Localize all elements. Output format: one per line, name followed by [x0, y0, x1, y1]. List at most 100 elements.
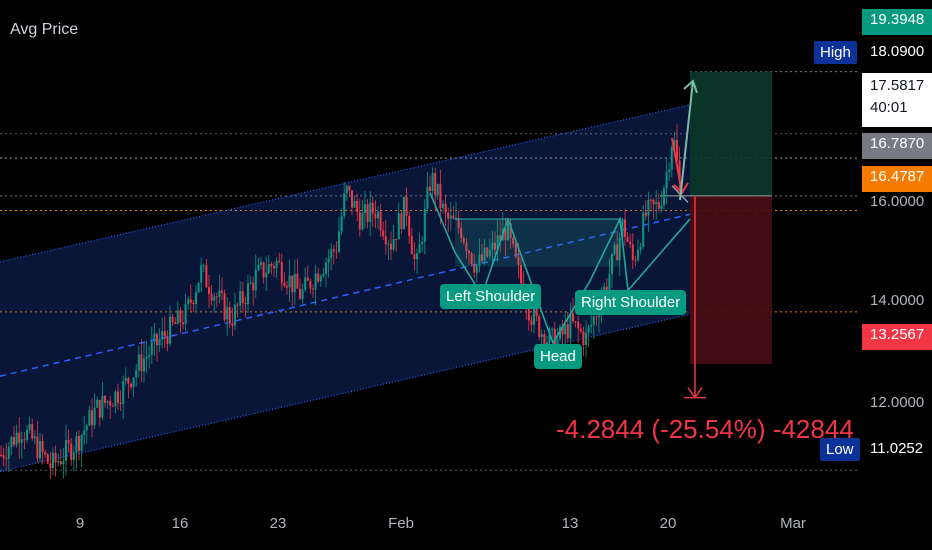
candle-body	[374, 213, 377, 219]
candle-body	[187, 299, 190, 304]
candle-body	[535, 308, 538, 317]
candle-body	[44, 451, 47, 455]
candle-body	[249, 282, 252, 284]
candle-body	[639, 246, 642, 250]
candle-body	[605, 286, 608, 291]
candle-body	[293, 274, 296, 293]
candle-body	[260, 262, 262, 265]
candle-body	[299, 288, 301, 299]
candle-body	[67, 440, 70, 444]
candle-body	[161, 331, 164, 340]
measure-readout: -4.2844 (-25.54%) -42844	[556, 414, 854, 444]
channel-upper-line	[0, 104, 691, 263]
candle-body	[257, 264, 260, 270]
candle-body	[642, 212, 645, 247]
candle-body	[496, 235, 499, 250]
candle-body	[543, 334, 546, 349]
annotation-head[interactable]: Head	[534, 344, 582, 369]
candle-body	[88, 410, 91, 426]
candle-body	[611, 253, 613, 275]
candle-body	[314, 273, 317, 290]
candle-body	[621, 219, 624, 238]
low-label: Low	[820, 438, 860, 461]
candle-body	[59, 461, 62, 465]
candle-body	[465, 242, 468, 251]
candle-body	[486, 247, 489, 257]
candle-body	[215, 296, 218, 298]
candle-body	[143, 358, 145, 372]
channel-fill	[0, 104, 690, 472]
candle-body	[309, 280, 312, 289]
candle-body	[213, 296, 216, 301]
candle-body	[431, 172, 434, 192]
candle-body	[379, 211, 382, 231]
candle-body	[566, 324, 569, 339]
candle-body	[608, 274, 611, 291]
candle-body	[111, 405, 114, 407]
candle-body	[218, 290, 221, 297]
candle-body	[429, 186, 431, 192]
candle-body	[629, 241, 632, 245]
candle-body	[644, 212, 647, 216]
candle-body	[468, 250, 470, 254]
candle-body	[101, 395, 104, 418]
candle-body	[655, 202, 658, 205]
orange-line-price-tag: 16.4787	[862, 166, 932, 192]
annotation-right-shoulder[interactable]: Right Shoulder	[575, 290, 687, 315]
target-zone	[690, 71, 772, 196]
candle-body	[592, 316, 595, 325]
candle-body	[150, 342, 153, 355]
candle-body	[452, 215, 455, 219]
pattern-outline	[429, 192, 691, 345]
candle-body	[442, 203, 444, 208]
candle-body	[423, 208, 426, 242]
candle-body	[174, 322, 177, 324]
candle-body	[598, 315, 600, 318]
candle-body	[660, 205, 663, 209]
candle-body	[283, 282, 286, 287]
candle-body	[444, 203, 447, 213]
x-tick-label: 13	[561, 515, 579, 532]
candle-body	[540, 334, 543, 338]
candle-body	[54, 452, 57, 463]
candle-body	[135, 370, 138, 378]
target-arrow-head	[683, 79, 698, 94]
candle-body	[85, 425, 88, 431]
candle-body	[574, 321, 577, 323]
candle-body	[278, 260, 281, 262]
candle-body	[647, 199, 650, 216]
candle-body	[5, 458, 8, 460]
candle-body	[265, 272, 268, 278]
candle-body	[410, 236, 413, 255]
candle-body	[114, 391, 117, 407]
high-price-tag: 18.0900	[862, 41, 932, 67]
candle-body	[119, 403, 122, 405]
candle-body	[49, 463, 52, 469]
candle-body	[91, 410, 93, 426]
candle-body	[109, 400, 112, 406]
candle-body	[296, 274, 299, 289]
candle-body	[247, 283, 249, 305]
candle-body	[335, 251, 338, 253]
candle-body	[340, 215, 343, 232]
candle-body	[267, 264, 270, 273]
candle-body	[70, 443, 73, 460]
annotation-left-shoulder[interactable]: Left Shoulder	[440, 284, 542, 309]
candle-body	[613, 244, 616, 254]
candle-body	[286, 286, 288, 288]
candle-body	[371, 202, 374, 214]
candle-body	[231, 323, 234, 326]
candle-body	[327, 258, 330, 263]
candle-body	[564, 324, 567, 335]
candle-body	[254, 269, 257, 291]
candle-body	[400, 213, 403, 230]
candle-body	[569, 313, 572, 339]
candle-body	[478, 254, 481, 266]
candle-body	[678, 160, 681, 182]
candle-body	[361, 212, 364, 230]
candle-body	[241, 291, 244, 304]
candle-body	[65, 440, 67, 461]
candle-body	[148, 354, 151, 357]
